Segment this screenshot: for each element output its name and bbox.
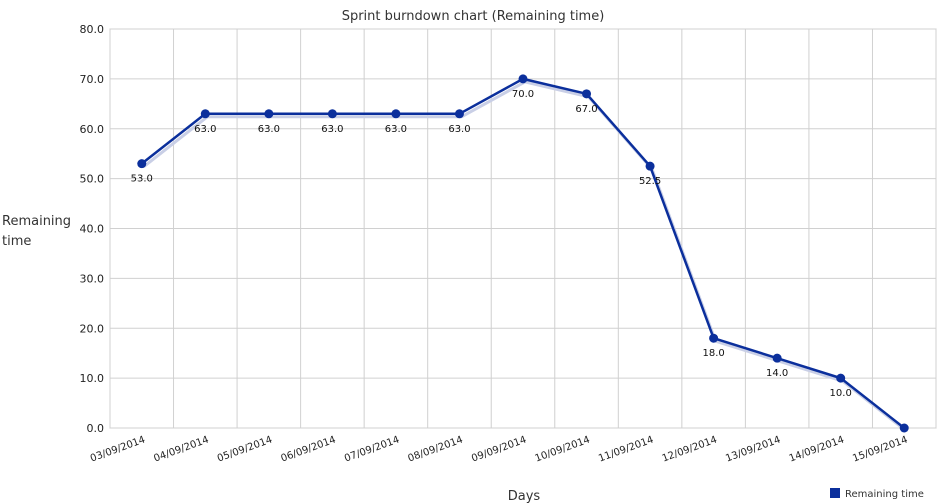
data-label: 63.0 <box>258 124 280 135</box>
y-axis-label-line2: time <box>2 234 31 249</box>
y-axis-ticks: 0.0 10.0 20.0 30.0 40.0 50.0 60.0 70.0 80.0 <box>80 23 105 435</box>
data-point <box>327 109 337 119</box>
chart-title: Sprint burndown chart (Remaining time) <box>342 9 605 24</box>
data-point <box>582 89 592 99</box>
data-labels: 53.0 63.0 63.0 63.0 63.0 63.0 70.0 67.0 52.5 18.0… <box>131 89 852 399</box>
data-point <box>264 109 274 119</box>
y-tick-label: 20.0 <box>80 322 105 335</box>
data-label: 53.0 <box>131 174 153 185</box>
x-tick-label: 06/09/2014 <box>279 434 337 464</box>
y-tick-label: 80.0 <box>80 23 105 36</box>
x-tick-label: 13/09/2014 <box>724 434 782 464</box>
data-label: 63.0 <box>194 124 216 135</box>
series-group <box>137 74 909 433</box>
data-point <box>137 159 147 169</box>
x-tick-label: 15/09/2014 <box>851 434 909 464</box>
data-point <box>391 109 401 119</box>
data-point <box>454 109 464 119</box>
data-point <box>772 353 782 363</box>
x-tick-label: 07/09/2014 <box>343 434 401 464</box>
data-label: 18.0 <box>702 348 724 359</box>
x-tick-label: 03/09/2014 <box>89 434 147 464</box>
legend-label: Remaining time <box>845 489 924 500</box>
x-tick-label: 05/09/2014 <box>216 434 274 464</box>
data-label: 14.0 <box>766 368 788 379</box>
data-label: 63.0 <box>321 124 343 135</box>
data-label: 70.0 <box>512 89 534 100</box>
y-tick-label: 60.0 <box>80 123 105 136</box>
y-tick-label: 10.0 <box>80 372 105 385</box>
data-point <box>645 161 655 171</box>
y-tick-label: 0.0 <box>87 422 105 435</box>
x-axis-label: Days <box>508 489 541 504</box>
x-tick-label: 10/09/2014 <box>534 434 592 464</box>
legend-swatch <box>830 488 840 498</box>
grid <box>109 28 937 429</box>
y-axis-label-line1: Remaining <box>2 214 71 229</box>
data-point <box>899 423 909 433</box>
data-point <box>836 373 846 383</box>
data-point <box>518 74 528 84</box>
data-label: 10.0 <box>830 388 852 399</box>
x-tick-label: 14/09/2014 <box>788 434 846 464</box>
legend[interactable]: Remaining time <box>830 488 924 500</box>
data-label: 63.0 <box>448 124 470 135</box>
y-tick-label: 30.0 <box>80 272 105 285</box>
x-axis-ticks: 03/09/2014 04/09/2014 05/09/2014 06/09/2014… <box>89 434 909 464</box>
y-tick-label: 50.0 <box>80 173 105 186</box>
x-tick-label: 04/09/2014 <box>152 434 210 464</box>
data-point <box>200 109 210 119</box>
data-label: 63.0 <box>385 124 407 135</box>
data-point <box>709 333 719 343</box>
x-tick-label: 09/09/2014 <box>470 434 528 464</box>
y-tick-label: 70.0 <box>80 73 105 86</box>
x-tick-label: 12/09/2014 <box>661 434 719 464</box>
data-label: 67.0 <box>575 104 597 115</box>
data-label: 52.5 <box>639 176 661 187</box>
y-tick-label: 40.0 <box>80 223 105 236</box>
x-tick-label: 11/09/2014 <box>597 434 655 464</box>
x-tick-label: 08/09/2014 <box>407 434 465 464</box>
